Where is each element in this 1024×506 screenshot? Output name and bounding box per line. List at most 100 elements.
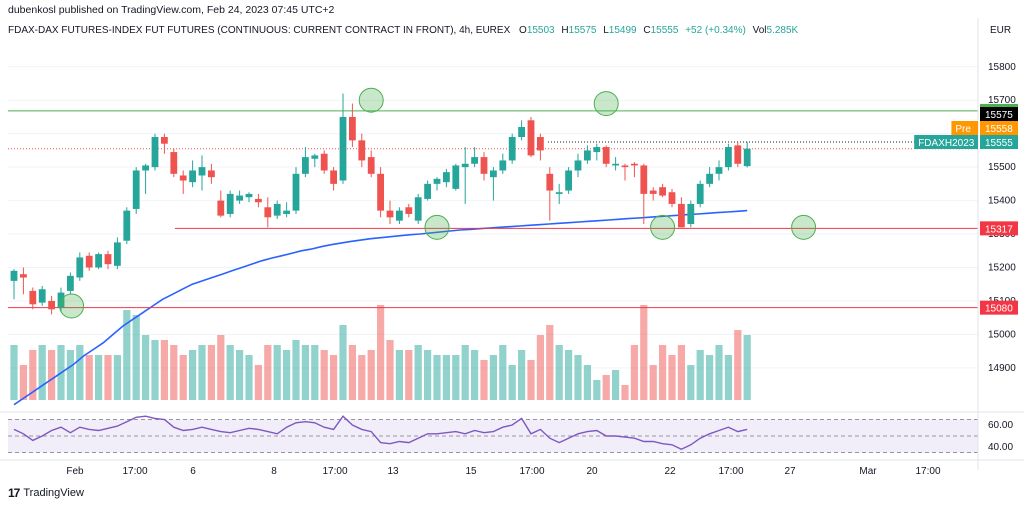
price-tick-label: 15500: [988, 162, 1016, 173]
candle-body: [85, 255, 93, 268]
volume-bar: [76, 345, 84, 400]
volume-bar: [123, 310, 131, 400]
attribution-bar: dubenkosl published on TradingView.com, …: [0, 0, 1024, 20]
price-tick-label: 15400: [988, 196, 1016, 207]
volume-bar: [367, 350, 375, 400]
price-tags: 15668153171508015575Pre15558FDAXH2023155…: [914, 103, 1018, 315]
close-label: C: [643, 25, 650, 36]
time-tick-label: 17:00: [322, 466, 347, 477]
candle-body: [236, 195, 243, 201]
candle-body: [302, 157, 309, 174]
volume-bar: [386, 340, 394, 400]
candle-body: [48, 300, 55, 310]
candle-body: [283, 210, 290, 214]
volume-bar: [292, 340, 300, 400]
chart-header: FDAX-DAX FUTURES-INDEX FUT FUTURES (CONT…: [8, 25, 799, 36]
level-price-tag: [980, 221, 1018, 236]
svg-text:FDAX-DAX FUTURES-INDEX FUT FUT: FDAX-DAX FUTURES-INDEX FUT FUTURES (CONT…: [8, 25, 799, 36]
candle-body: [123, 210, 131, 241]
annotation-circles: [59, 87, 817, 319]
volume-bar: [348, 345, 356, 400]
price-tag-label: 15555: [985, 138, 1013, 149]
candle-body: [179, 175, 187, 181]
candle-body: [461, 163, 469, 168]
rsi-tick-label: 40.00: [988, 442, 1013, 453]
volume-bar: [151, 340, 159, 400]
candle-body: [208, 170, 215, 178]
candle-body: [367, 157, 375, 174]
volume-bar: [358, 355, 366, 400]
volume-bar: [743, 335, 751, 400]
symbol-title: FDAX-DAX FUTURES-INDEX FUT FUTURES (CONT…: [8, 25, 511, 36]
candle-body: [38, 289, 46, 303]
volume-bar: [734, 330, 742, 400]
candle-body: [433, 178, 441, 184]
moving-average: [13, 209, 748, 406]
volume-bar: [104, 355, 112, 400]
candle-body: [10, 270, 18, 281]
candle-body: [311, 155, 319, 159]
volume-bar: [471, 350, 479, 400]
volume-bar: [311, 345, 319, 400]
price-tag-prefix-label: FDAXH2023: [918, 138, 975, 149]
candle-body: [696, 183, 704, 204]
tradingview-logo: 17: [8, 486, 20, 500]
volume-bar: [66, 350, 74, 400]
candle-body: [217, 200, 225, 216]
volume-bar: [677, 345, 685, 400]
volume-bar: [555, 345, 563, 400]
price-tick-label: 15800: [988, 62, 1016, 73]
time-tick-label: 17:00: [519, 466, 544, 477]
candle-body: [734, 145, 742, 164]
candle-body: [527, 120, 535, 156]
time-axis[interactable]: Feb 17:00 6 8 17:00 13 15 17:00 20 22 17:00 27 Mar 17…: [66, 466, 941, 477]
volume-bar: [546, 325, 554, 400]
candle-body: [612, 163, 619, 166]
high-label: H: [561, 25, 568, 36]
volume-bar: [29, 350, 37, 400]
attribution-text: dubenkosl published on TradingView.com, …: [8, 4, 335, 16]
candle-body: [20, 274, 27, 278]
low-value: 15499: [609, 25, 637, 36]
volume-bar: [668, 355, 676, 400]
volume-bar: [687, 365, 695, 400]
candle-body: [687, 203, 695, 224]
volume-bar: [10, 345, 18, 400]
time-tick-label: 6: [190, 466, 196, 477]
horizontal-levels: [8, 110, 978, 309]
level-price-label: 15080: [985, 304, 1013, 315]
volume-bar: [499, 345, 507, 400]
price-axis[interactable]: 1490015000151001520015300154001550015600…: [0, 18, 1024, 470]
rsi-line: [13, 415, 748, 450]
candle-body: [292, 173, 300, 211]
candle-body: [189, 170, 196, 183]
tradingview-brand[interactable]: TradingView: [23, 487, 84, 499]
volume-bar: [377, 305, 385, 400]
candle-body: [725, 147, 732, 168]
volume-bar: [602, 375, 610, 400]
volume-bar: [518, 350, 526, 400]
candle-body: [452, 165, 460, 189]
candle-body: [76, 257, 84, 278]
volume-bar: [95, 355, 103, 400]
time-tick-label: 13: [387, 466, 399, 477]
candle-body: [151, 137, 159, 168]
volume-bar: [395, 350, 403, 400]
volume-bar: [48, 350, 56, 400]
volume-bar: [339, 325, 347, 400]
volume-bar: [19, 365, 27, 400]
candle-body: [245, 193, 253, 198]
volume-bar: [85, 355, 93, 400]
volume-bar: [226, 345, 234, 400]
candle-body: [715, 167, 723, 174]
price-tag: [980, 121, 1018, 135]
candle-body: [706, 173, 713, 184]
candle-body: [621, 165, 629, 168]
candle-body: [132, 170, 140, 209]
time-tick-label: 15: [465, 466, 477, 477]
candle-body: [537, 137, 544, 151]
candle-body: [471, 157, 478, 164]
volume-bar: [264, 345, 272, 400]
volume-bar: [414, 345, 422, 400]
